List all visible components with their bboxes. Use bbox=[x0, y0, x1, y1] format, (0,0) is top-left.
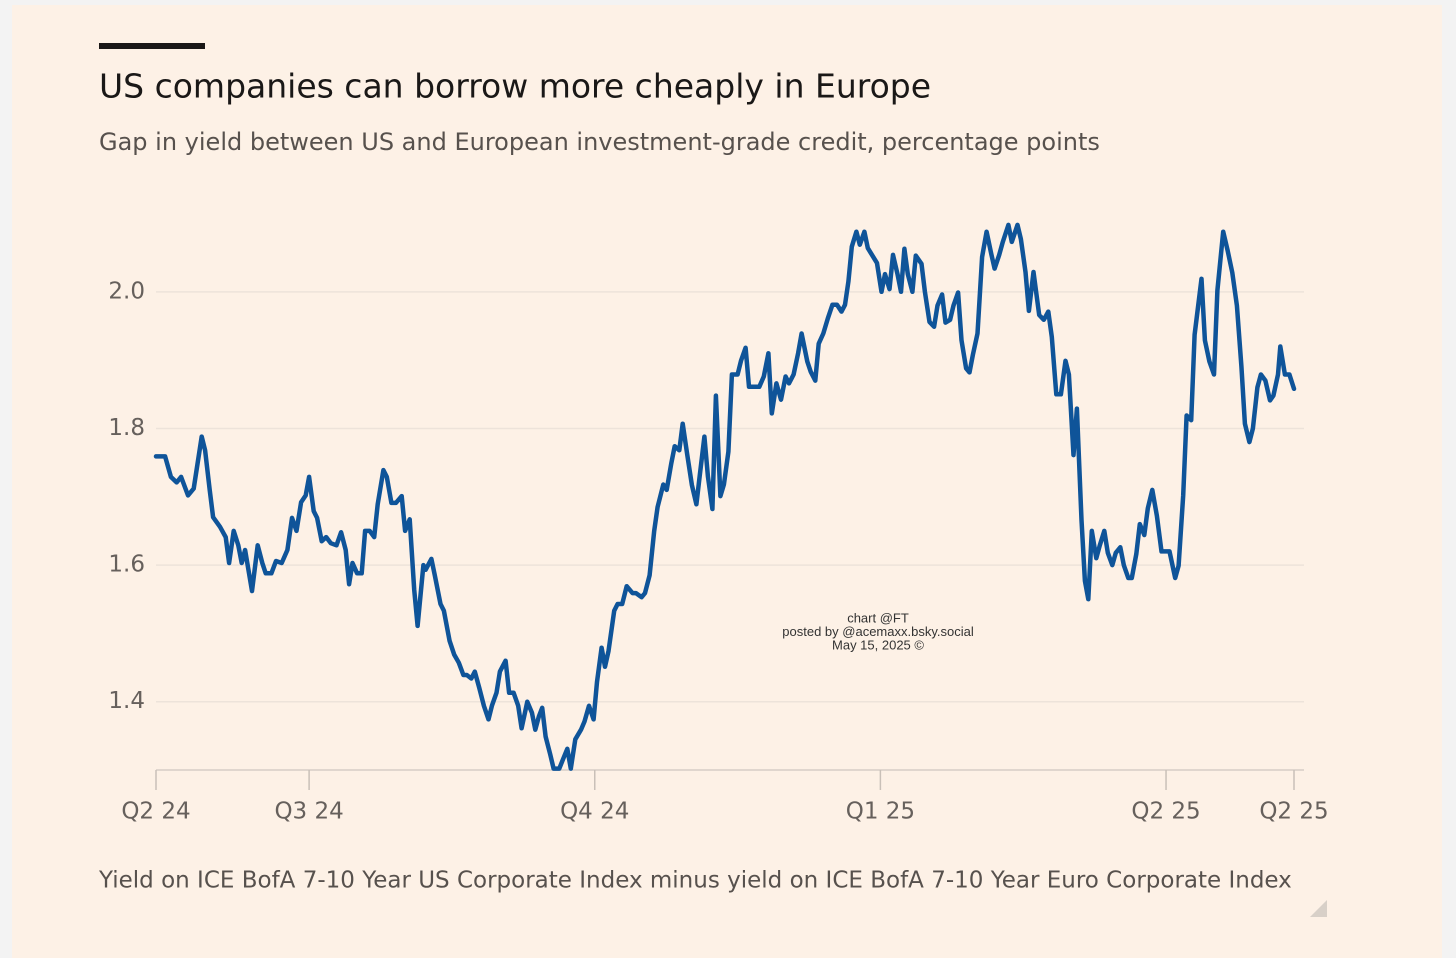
x-tick-label: Q1 25 bbox=[846, 799, 915, 825]
watermark: May 15, 2025 © bbox=[832, 637, 924, 652]
x-tick-label: Q2 25 bbox=[1131, 799, 1200, 825]
x-tick-label: Q2 25 bbox=[1259, 799, 1328, 825]
y-tick-label: 1.8 bbox=[108, 415, 145, 441]
source-note: Yield on ICE BofA 7-10 Year US Corporate… bbox=[98, 868, 1292, 894]
y-tick-label: 1.4 bbox=[108, 688, 145, 714]
x-tick-label: Q3 24 bbox=[274, 799, 343, 825]
chart-title: US companies can borrow more cheaply in … bbox=[99, 67, 931, 106]
x-tick-label: Q4 24 bbox=[560, 799, 629, 825]
watermark: posted by @acemaxx.bsky.social bbox=[782, 624, 974, 639]
y-tick-label: 2.0 bbox=[108, 278, 145, 304]
y-tick-label: 1.6 bbox=[108, 552, 145, 578]
chart-subtitle: Gap in yield between US and European inv… bbox=[99, 128, 1100, 156]
data-line bbox=[153, 222, 1297, 771]
watermark: chart @FT bbox=[847, 610, 909, 625]
chart-background bbox=[12, 5, 1442, 958]
resize-corner bbox=[1310, 900, 1327, 917]
x-tick-label: Q2 24 bbox=[121, 799, 190, 825]
title-bar bbox=[99, 43, 205, 49]
